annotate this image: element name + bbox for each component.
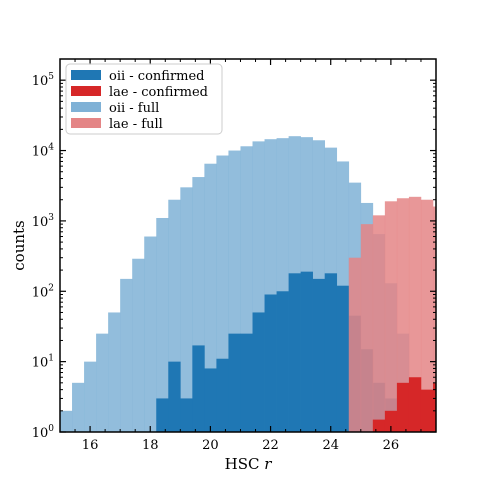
bar: [420, 199, 434, 432]
bar: [457, 411, 469, 432]
bar: [156, 398, 169, 432]
bar: [216, 358, 229, 432]
y-tick-label: 104: [32, 143, 55, 160]
legend-swatch: [71, 102, 101, 112]
y-tick-label: 101: [32, 354, 54, 371]
bar: [408, 377, 422, 432]
bar: [144, 236, 157, 432]
bar: [264, 294, 277, 432]
bar: [180, 187, 193, 432]
bar: [204, 368, 217, 432]
bar: [457, 245, 469, 432]
plot-frame: [59, 58, 437, 433]
bar: [481, 383, 485, 432]
bar: [384, 201, 398, 432]
bar: [228, 333, 241, 432]
bar: [445, 373, 457, 432]
y-tick-label: 100: [32, 424, 55, 441]
y-tick-label: 105: [32, 72, 55, 89]
bar: [300, 271, 313, 432]
bar: [192, 345, 205, 432]
bar: [396, 198, 410, 432]
x-tick-label: 22: [262, 438, 279, 453]
legend-swatch: [71, 86, 101, 96]
bar: [469, 420, 481, 432]
axis-ticks: 16 18 20 22 24 26 100 101 102 103 104 105: [32, 58, 436, 453]
x-tick-label: 16: [82, 438, 99, 453]
bar: [348, 257, 362, 432]
bar: [312, 278, 326, 432]
bar: [252, 312, 265, 432]
bar: [396, 382, 410, 432]
bar: [408, 196, 422, 432]
bar: [445, 218, 457, 432]
bar: [156, 217, 169, 432]
legend-label: oii - full: [109, 101, 159, 116]
bar: [60, 410, 73, 432]
bar: [180, 398, 193, 432]
bar: [336, 285, 350, 432]
x-axis-label: HSC r: [225, 455, 273, 473]
bar: [168, 361, 181, 432]
bars-layer: [60, 136, 485, 432]
x-tick-label: 20: [202, 438, 219, 453]
series-lae-confirmed: [372, 373, 485, 432]
bar: [120, 278, 133, 432]
bar: [469, 279, 481, 432]
x-tick-label: 26: [383, 438, 400, 453]
bar: [276, 291, 289, 432]
y-tick-label: 103: [32, 213, 55, 230]
bar: [324, 273, 338, 432]
bar: [72, 382, 85, 432]
bar: [372, 215, 386, 432]
bar: [84, 361, 97, 432]
legend-label: oii - confirmed: [109, 69, 205, 84]
bar: [96, 333, 109, 432]
bar: [372, 419, 386, 432]
bar: [360, 224, 374, 432]
bar: [132, 258, 145, 432]
bar: [384, 410, 398, 432]
x-tick-label: 24: [322, 438, 339, 453]
y-axis-label: counts: [10, 220, 28, 270]
y-tick-label: 102: [32, 283, 54, 300]
bar: [288, 273, 301, 432]
legend-label: lae - confirmed: [109, 85, 208, 100]
bar: [108, 312, 121, 432]
series-lae-full: [348, 196, 481, 432]
legend-swatch: [71, 118, 101, 128]
bar: [240, 333, 253, 432]
legend-box: [65, 63, 223, 135]
legend-swatch: [71, 70, 101, 80]
bar: [204, 163, 217, 432]
bar: [420, 389, 434, 432]
legend-label: lae - full: [109, 117, 163, 132]
bar: [432, 382, 436, 432]
x-tick-label: 18: [142, 438, 159, 453]
